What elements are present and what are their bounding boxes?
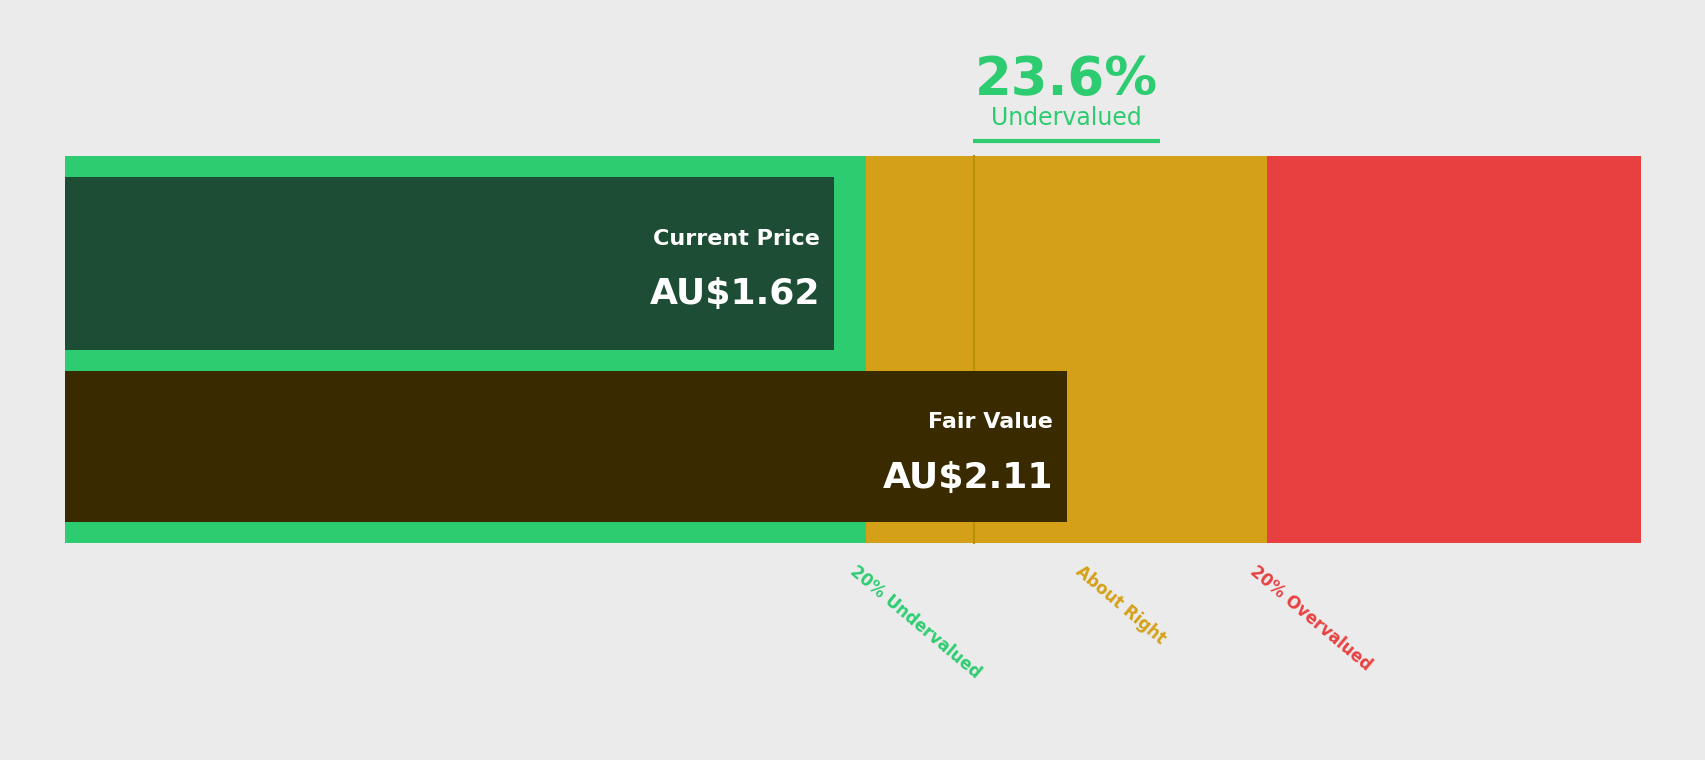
- Text: Current Price: Current Price: [653, 230, 820, 249]
- Bar: [866, 156, 1267, 543]
- Text: 20% Undervalued: 20% Undervalued: [846, 562, 984, 682]
- Text: 23.6%: 23.6%: [975, 54, 1158, 106]
- Bar: [65, 177, 834, 350]
- Text: 20% Overvalued: 20% Overvalued: [1246, 562, 1374, 674]
- Bar: [65, 156, 866, 543]
- Text: AU$1.62: AU$1.62: [650, 277, 820, 312]
- Text: About Right: About Right: [1071, 562, 1168, 648]
- Text: AU$2.11: AU$2.11: [881, 461, 1052, 495]
- Text: Fair Value: Fair Value: [928, 413, 1052, 432]
- Text: Undervalued: Undervalued: [991, 106, 1141, 130]
- Bar: [1267, 156, 1640, 543]
- Bar: [65, 371, 1066, 522]
